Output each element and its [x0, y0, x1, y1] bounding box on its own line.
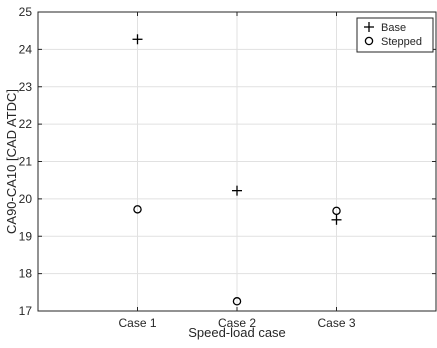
y-tick-label: 22: [19, 117, 33, 131]
y-tick-label: 18: [19, 267, 33, 281]
base-point: [332, 215, 342, 225]
x-tick-label: Case 1: [118, 316, 156, 330]
y-tick-label: 20: [19, 192, 33, 206]
x-tick-label: Case 3: [317, 316, 355, 330]
y-axis-label: CA90-CA10 [CAD ATDC]: [4, 89, 19, 234]
x-axis-label: Speed-load case: [188, 325, 286, 340]
legend-label: Base: [381, 22, 406, 34]
y-tick-label: 23: [19, 80, 33, 94]
y-tick-label: 21: [19, 155, 33, 169]
y-tick-label: 19: [19, 229, 33, 243]
base-point: [133, 34, 143, 44]
y-tick-label: 17: [19, 304, 33, 318]
legend: Base Stepped: [357, 18, 433, 52]
y-tick-label: 25: [19, 5, 33, 19]
base-point: [232, 186, 242, 196]
grid-lines: [38, 12, 436, 311]
legend-label: Stepped: [381, 36, 422, 48]
y-tick-label: 24: [19, 42, 33, 56]
